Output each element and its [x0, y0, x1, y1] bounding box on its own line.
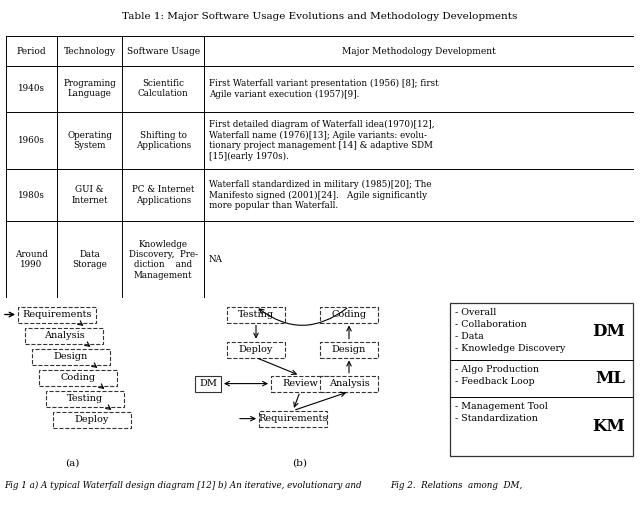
Text: 1940s: 1940s	[18, 84, 45, 93]
Text: Table 1: Major Software Usage Evolutions and Methodology Developments: Table 1: Major Software Usage Evolutions…	[122, 12, 518, 21]
Text: Analysis: Analysis	[328, 379, 369, 388]
Bar	[320, 342, 378, 358]
Bar	[46, 391, 124, 406]
Bar	[450, 302, 633, 456]
Bar	[39, 370, 117, 385]
Bar	[320, 306, 378, 323]
Text: Scientific
Calculation: Scientific Calculation	[138, 79, 189, 98]
Text: NA: NA	[209, 255, 223, 264]
Text: Around
1990: Around 1990	[15, 250, 48, 269]
Bar	[227, 342, 285, 358]
Text: First detailed diagram of Waterfall idea(1970)[12],
Waterfall name (1976)[13]; A: First detailed diagram of Waterfall idea…	[209, 120, 435, 161]
Text: KM: KM	[592, 418, 625, 435]
Bar	[195, 376, 221, 392]
Text: Programing
Language: Programing Language	[63, 79, 116, 98]
Text: Testing: Testing	[67, 394, 103, 403]
Text: Fig 2.  Relations  among  DM,: Fig 2. Relations among DM,	[390, 481, 522, 490]
Text: PC & Internet
Applications: PC & Internet Applications	[132, 185, 195, 204]
Bar	[271, 376, 329, 392]
Bar	[32, 348, 110, 365]
Text: (a): (a)	[65, 459, 79, 468]
Text: 1980s: 1980s	[18, 190, 45, 200]
Bar	[320, 376, 378, 392]
Text: Knowledge
Discovery,  Pre-
diction    and
Management: Knowledge Discovery, Pre- diction and Ma…	[129, 240, 198, 280]
Bar	[53, 412, 131, 428]
Text: (b): (b)	[292, 459, 307, 468]
Text: Coding: Coding	[60, 373, 95, 382]
Text: DM: DM	[592, 323, 625, 339]
Text: - Feedback Loop: - Feedback Loop	[455, 377, 534, 385]
Text: Coding: Coding	[332, 310, 367, 319]
Text: - Collaboration: - Collaboration	[455, 320, 527, 328]
Text: Technology: Technology	[63, 47, 116, 55]
Bar	[25, 327, 103, 344]
Text: Fig 1 a) A typical Waterfall design diagram [12] b) An iterative, evolutionary a: Fig 1 a) A typical Waterfall design diag…	[4, 481, 362, 490]
Text: Waterfall standardized in military (1985)[20]; The
Manifesto signed (2001)[24]. : Waterfall standardized in military (1985…	[209, 180, 431, 210]
Text: Requirements: Requirements	[259, 414, 328, 423]
Bar	[259, 411, 327, 427]
Text: - Management Tool: - Management Tool	[455, 402, 548, 411]
Text: GUI &
Internet: GUI & Internet	[71, 185, 108, 204]
Bar	[227, 306, 285, 323]
Text: Design: Design	[332, 345, 366, 354]
Text: - Standardization: - Standardization	[455, 414, 538, 423]
Text: Period: Period	[17, 47, 46, 55]
Text: Major Methodology Development: Major Methodology Development	[342, 47, 496, 55]
Text: 1960s: 1960s	[18, 136, 45, 145]
Text: First Waterfall variant presentation (1956) [8]; first
Agile variant execution (: First Waterfall variant presentation (19…	[209, 79, 438, 98]
Text: Operating
System: Operating System	[67, 131, 112, 150]
Text: Software Usage: Software Usage	[127, 47, 200, 55]
Text: Review: Review	[282, 379, 318, 388]
Text: Analysis: Analysis	[44, 331, 84, 340]
Text: Testing: Testing	[238, 310, 274, 319]
Bar	[18, 306, 96, 323]
Text: - Algo Production: - Algo Production	[455, 365, 539, 373]
Text: Design: Design	[54, 352, 88, 361]
Text: DM: DM	[199, 379, 217, 388]
Text: Requirements: Requirements	[22, 310, 92, 319]
Text: - Data: - Data	[455, 332, 484, 340]
Text: Deploy: Deploy	[75, 415, 109, 424]
Text: - Overall: - Overall	[455, 308, 497, 316]
Text: Deploy: Deploy	[239, 345, 273, 354]
Text: ML: ML	[595, 370, 625, 386]
Text: - Knowledge Discovery: - Knowledge Discovery	[455, 344, 565, 353]
Text: Data
Storage: Data Storage	[72, 250, 107, 269]
Text: Shifting to
Applications: Shifting to Applications	[136, 131, 191, 150]
